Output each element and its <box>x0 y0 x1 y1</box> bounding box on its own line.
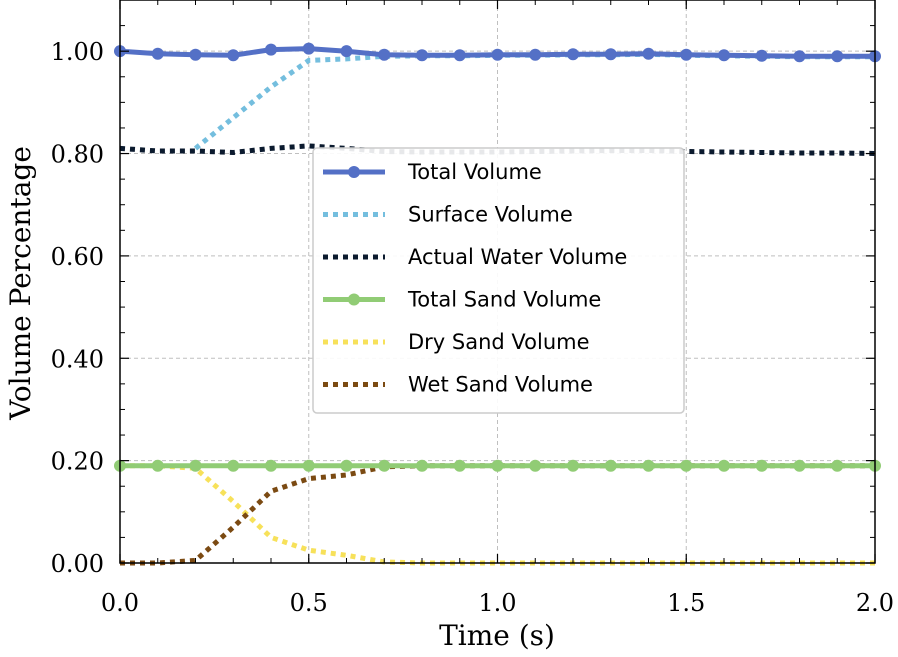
y-tick-label: 1.00 <box>51 38 104 66</box>
legend-marker-total-sand-volume <box>348 293 360 306</box>
point-total-sand-volume <box>680 459 693 472</box>
point-total-sand-volume <box>718 459 730 472</box>
point-total-sand-volume <box>567 459 579 472</box>
point-total-volume <box>831 50 844 63</box>
point-total-volume <box>453 49 466 62</box>
y-tick-label: 0.40 <box>51 345 104 373</box>
y-tick-label: 0.80 <box>51 141 104 169</box>
point-total-sand-volume <box>755 459 768 472</box>
y-axis-title: Volume Percentage <box>4 146 37 421</box>
point-total-sand-volume <box>529 459 542 472</box>
point-total-sand-volume <box>416 459 428 472</box>
point-total-sand-volume <box>378 459 391 472</box>
point-total-sand-volume <box>302 459 315 472</box>
y-tick-label: 0.20 <box>51 448 104 476</box>
x-tick-label: 0.5 <box>290 589 328 617</box>
point-total-sand-volume <box>831 459 844 472</box>
y-tick-label: 0.00 <box>51 550 104 578</box>
point-total-sand-volume <box>491 459 504 472</box>
legend-label-wet-sand-volume: Wet Sand Volume <box>408 373 593 397</box>
point-total-volume <box>265 43 277 56</box>
point-total-sand-volume <box>793 459 806 472</box>
point-total-volume <box>189 48 202 61</box>
series-line-wet-sand-volume <box>120 463 875 566</box>
point-total-volume <box>151 47 164 60</box>
point-total-volume <box>378 48 391 61</box>
point-total-volume <box>302 42 315 55</box>
point-total-volume <box>793 50 806 63</box>
legend-label-total-volume: Total Volume <box>407 160 542 184</box>
legend-label-total-sand-volume: Total Sand Volume <box>407 288 601 312</box>
point-total-volume <box>718 49 730 62</box>
point-total-volume <box>680 48 693 61</box>
series-layer <box>114 42 881 566</box>
legend: Total Volume Surface Volume Actual Water V… <box>312 147 685 414</box>
point-total-sand-volume <box>340 459 353 472</box>
point-total-volume <box>755 49 768 62</box>
point-total-sand-volume <box>453 459 466 472</box>
x-axis-title: Time (s) <box>439 619 555 652</box>
point-total-sand-volume <box>189 459 202 472</box>
legend-label-surface-volume: Surface Volume <box>408 203 573 227</box>
point-total-sand-volume <box>265 459 277 472</box>
point-total-volume <box>567 48 579 61</box>
x-tick-label: 1.0 <box>478 589 516 617</box>
point-total-volume <box>340 45 353 58</box>
point-total-volume <box>416 49 428 62</box>
series-line-surface-volume <box>193 51 875 151</box>
legend-label-actual-water-volume: Actual Water Volume <box>408 245 627 269</box>
y-tick-label: 0.60 <box>51 243 104 271</box>
axis-ticks: 0.0 0.5 1.0 1.5 2.0 0.00 0.20 0.40 0.60 0.80 1.00 <box>51 0 894 617</box>
point-total-sand-volume <box>227 459 240 472</box>
legend-box <box>312 147 685 414</box>
x-tick-label: 0.0 <box>101 589 139 617</box>
point-total-sand-volume <box>151 459 164 472</box>
point-total-sand-volume <box>642 459 655 472</box>
point-total-volume <box>491 48 504 61</box>
legend-marker-total-volume <box>348 166 360 178</box>
point-total-volume <box>642 47 655 60</box>
legend-label-dry-sand-volume: Dry Sand Volume <box>408 330 590 354</box>
point-total-volume <box>604 48 617 61</box>
point-total-volume <box>529 48 542 61</box>
point-total-volume <box>227 49 240 62</box>
point-total-sand-volume <box>604 459 617 472</box>
x-tick-label: 2.0 <box>856 589 894 617</box>
x-tick-label: 1.5 <box>667 589 705 617</box>
